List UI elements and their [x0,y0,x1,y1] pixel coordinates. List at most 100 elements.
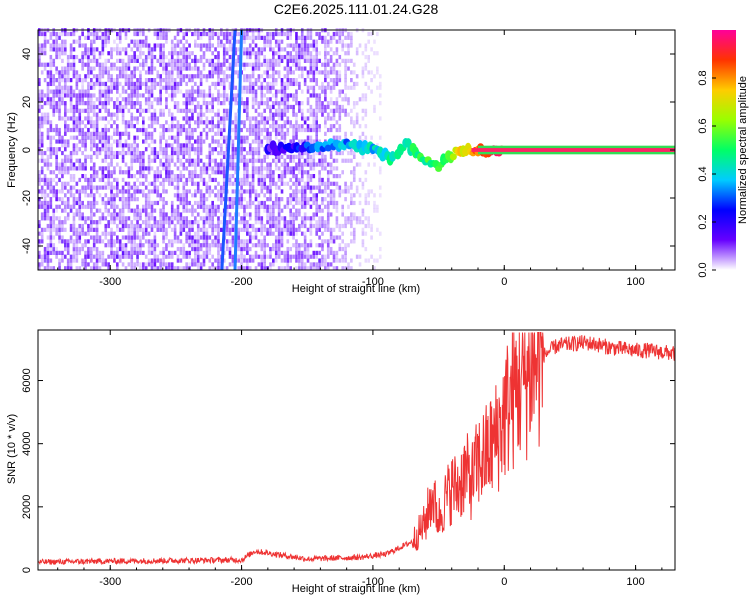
noise-cell [263,227,266,232]
noise-cell [116,181,119,186]
noise-cell [139,104,142,110]
noise-cell [139,235,142,240]
noise-cell [352,227,356,232]
noise-cell [52,235,56,240]
noise-cell [72,104,76,110]
noise-cell [90,174,93,179]
noise-cell [191,127,194,133]
noise-cell [295,200,298,206]
noise-cell [69,235,73,240]
noise-cell [332,204,336,209]
noise-cell [40,189,44,194]
noise-cell [159,74,162,79]
noise-cell [188,116,191,121]
noise-cell [274,108,278,113]
noise-cell [211,166,214,171]
noise-cell [43,162,47,167]
noise-cell [90,47,93,52]
noise-cell [329,89,333,94]
noise-cell [55,93,58,98]
noise-cell [300,66,304,71]
noise-cell [298,154,301,159]
noise-cell [315,127,318,133]
noise-cell [370,31,373,37]
noise-cell [75,93,79,98]
spectrogram-y-tick-label: -20 [21,190,33,206]
noise-cell [185,147,188,152]
noise-cell [72,174,76,179]
noise-cell [202,235,206,240]
noise-cell [98,101,102,106]
noise-cell [208,185,212,190]
snr-y-tick-label: 6000 [21,368,33,392]
noise-cell [147,204,151,209]
noise-cell [153,239,157,244]
noise-cell [358,135,362,140]
noise-cell [165,212,168,217]
noise-cell [49,43,53,48]
noise-cell [179,212,183,217]
noise-cell [341,47,344,52]
noise-cell [107,120,110,125]
noise-cell [341,58,344,63]
noise-cell [84,78,87,83]
noise-cell [144,43,148,48]
noise-cell [217,39,220,44]
noise-cell [373,108,376,113]
noise-cell [199,204,203,209]
noise-cell [332,112,336,117]
noise-cell [66,204,70,209]
noise-cell [179,124,183,129]
noise-cell [280,89,284,94]
noise-cell [191,239,194,244]
noise-cell [205,243,209,248]
noise-cell [251,147,255,152]
noise-cell [121,212,125,217]
noise-cell [133,250,136,255]
noise-cell [300,150,304,156]
noise-cell [107,147,110,152]
noise-cell [306,200,310,206]
noise-cell [344,78,347,83]
noise-cell [49,246,53,252]
noise-cell [66,154,70,159]
noise-cell [318,101,321,106]
noise-cell [107,200,110,206]
noise-cell [321,197,324,202]
noise-cell [144,131,148,136]
noise-cell [92,54,96,60]
noise-cell [64,254,67,259]
noise-cell [199,243,203,248]
noise-cell [344,66,347,71]
noise-cell [124,150,128,156]
noise-cell [269,35,272,40]
noise-cell [107,239,110,244]
noise-cell [130,58,134,63]
noise-cell [225,231,229,236]
noise-cell [116,216,119,221]
noise-cell [211,43,214,48]
noise-cell [43,208,47,213]
noise-cell [257,85,261,90]
noise-cell [312,47,316,52]
noise-cell [147,216,151,221]
noise-cell [237,197,240,202]
noise-cell [133,158,136,163]
noise-cell [225,66,229,71]
noise-cell [188,120,191,125]
noise-cell [81,85,84,90]
noise-cell [107,58,110,63]
noise-cell [121,116,125,121]
noise-cell [170,262,174,267]
noise-cell [147,212,151,217]
noise-cell [130,197,134,202]
noise-cell [38,62,41,67]
noise-cell [46,216,50,221]
noise-cell [55,174,58,179]
noise-cell [194,239,197,244]
noise-cell [324,66,327,71]
noise-cell [113,150,116,156]
noise-cell [87,135,90,140]
noise-cell [306,243,310,248]
noise-cell [214,112,217,117]
